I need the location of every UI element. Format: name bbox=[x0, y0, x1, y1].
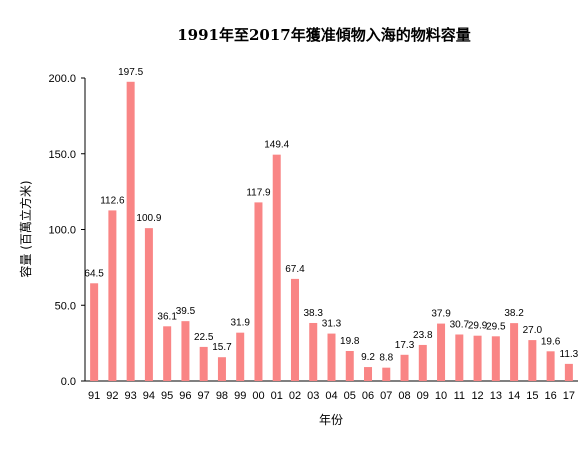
data-label: 36.1 bbox=[157, 311, 177, 322]
bar-05 bbox=[345, 351, 354, 381]
bar-98 bbox=[217, 357, 226, 381]
data-label: 29.9 bbox=[468, 321, 488, 332]
x-tick-label: 13 bbox=[490, 390, 502, 402]
bar-03 bbox=[309, 322, 318, 381]
x-tick-label: 15 bbox=[526, 390, 538, 402]
x-tick-label: 06 bbox=[362, 390, 374, 402]
bar-17 bbox=[564, 363, 573, 381]
y-axis-title: 容量 (百萬立方米) bbox=[18, 180, 33, 277]
data-label: 27.0 bbox=[523, 325, 543, 336]
bar-16 bbox=[546, 351, 555, 381]
x-tick-label: 03 bbox=[307, 390, 319, 402]
bar-92 bbox=[108, 210, 117, 381]
x-tick-label: 17 bbox=[563, 390, 575, 402]
data-label: 19.8 bbox=[340, 336, 360, 347]
bar-08 bbox=[400, 354, 409, 381]
bar-10 bbox=[437, 323, 446, 381]
data-label: 39.5 bbox=[176, 306, 196, 317]
bar-93 bbox=[126, 81, 135, 381]
x-tick-label: 93 bbox=[125, 390, 137, 402]
value-labels: 64.5 112.6 197.5 100.9 36.139.5 22.515.7 31.9 1… bbox=[84, 67, 578, 364]
x-tick-label: 99 bbox=[234, 390, 246, 402]
data-label: 19.6 bbox=[541, 336, 561, 347]
data-label: 11.3 bbox=[560, 349, 579, 360]
y-tick-label: 0.0 bbox=[61, 376, 76, 388]
x-tick-label: 09 bbox=[417, 390, 429, 402]
x-axis-title: 年份 bbox=[319, 413, 343, 427]
data-label: 29.5 bbox=[486, 321, 506, 332]
data-label: 38.2 bbox=[504, 308, 524, 319]
x-tick-label: 16 bbox=[544, 390, 556, 402]
bar-12 bbox=[473, 335, 482, 381]
data-label: 38.3 bbox=[304, 308, 324, 319]
x-tick-label: 07 bbox=[380, 390, 392, 402]
x-tick-label: 92 bbox=[106, 390, 118, 402]
x-tick-label: 11 bbox=[454, 390, 465, 402]
y-tick-label: 150.0 bbox=[48, 149, 76, 161]
bar-95 bbox=[163, 326, 172, 381]
x-tick-label: 14 bbox=[508, 390, 520, 402]
data-label: 31.3 bbox=[322, 319, 342, 330]
data-label: 100.9 bbox=[136, 213, 161, 224]
x-tick-label: 95 bbox=[161, 390, 173, 402]
y-axis: 0.0 50.0 100.0 150.0 200.0 bbox=[48, 73, 86, 388]
data-label: 197.5 bbox=[118, 67, 143, 78]
data-label: 37.9 bbox=[431, 309, 451, 320]
bar-00 bbox=[254, 202, 263, 381]
bar-14 bbox=[510, 323, 519, 381]
bar-96 bbox=[181, 321, 190, 381]
x-tick-label: 00 bbox=[252, 390, 264, 402]
x-tick-label: 08 bbox=[398, 390, 410, 402]
data-label: 149.4 bbox=[264, 140, 289, 151]
data-label: 67.4 bbox=[285, 264, 305, 275]
bar-04 bbox=[327, 333, 336, 381]
data-label: 64.5 bbox=[84, 268, 104, 279]
bar-11 bbox=[455, 334, 464, 381]
data-label: 23.8 bbox=[413, 330, 433, 341]
bar-07 bbox=[382, 367, 391, 381]
data-label: 17.3 bbox=[395, 340, 415, 351]
bar-97 bbox=[199, 346, 208, 381]
bar-13 bbox=[491, 336, 500, 381]
x-tick-label: 98 bbox=[216, 390, 228, 402]
x-tick-label: 04 bbox=[325, 390, 337, 402]
x-tick-label: 02 bbox=[289, 390, 301, 402]
data-label: 31.9 bbox=[230, 318, 250, 329]
bar-09 bbox=[418, 344, 427, 381]
data-label: 117.9 bbox=[246, 187, 271, 198]
x-tick-label: 01 bbox=[271, 390, 283, 402]
bar-06 bbox=[364, 367, 373, 381]
x-tick-label: 94 bbox=[143, 390, 155, 402]
y-tick-label: 50.0 bbox=[55, 300, 76, 312]
bar-94 bbox=[144, 228, 153, 381]
data-label: 8.8 bbox=[379, 353, 393, 364]
x-axis: 91 92 93 94 95 96 97 98 99 00 01 02 03 04 05 06 07 08 09 10… bbox=[85, 380, 578, 402]
data-label: 112.6 bbox=[100, 195, 125, 206]
data-label: 9.2 bbox=[361, 352, 375, 363]
bar-02 bbox=[290, 278, 299, 381]
y-tick-label: 100.0 bbox=[48, 225, 76, 237]
chart-title: 1991年至2017年獲准傾物入海的物料容量 bbox=[177, 26, 471, 44]
bar-91 bbox=[90, 283, 99, 381]
data-label: 22.5 bbox=[194, 332, 214, 343]
bar-99 bbox=[236, 332, 245, 381]
bar-15 bbox=[528, 340, 537, 381]
x-tick-label: 12 bbox=[471, 390, 483, 402]
y-tick-label: 200.0 bbox=[48, 73, 76, 85]
x-tick-label: 97 bbox=[198, 390, 210, 402]
data-label: 30.7 bbox=[450, 319, 470, 330]
x-tick-label: 05 bbox=[344, 390, 356, 402]
x-tick-label: 10 bbox=[435, 390, 447, 402]
x-tick-label: 96 bbox=[179, 390, 191, 402]
data-label: 15.7 bbox=[212, 342, 232, 353]
x-tick-label: 91 bbox=[88, 390, 100, 402]
bars bbox=[90, 81, 573, 381]
bar-01 bbox=[272, 154, 281, 381]
